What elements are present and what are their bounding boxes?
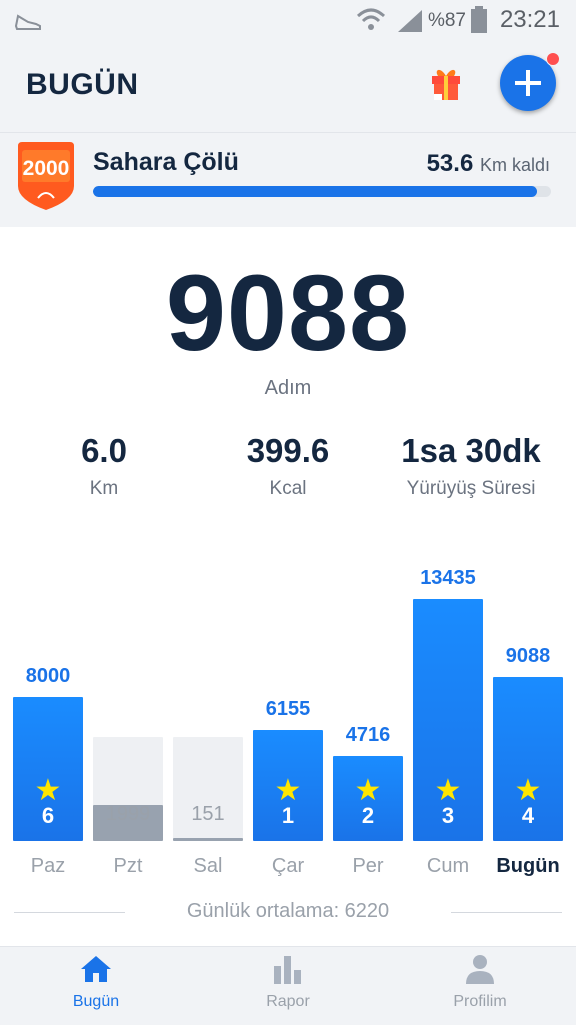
bar-value-5: 13435 (420, 567, 476, 589)
bar-value-3: 6155 (265, 698, 311, 721)
person-icon (466, 955, 494, 984)
page-title: BUGÜN (26, 68, 139, 101)
bar-value-4: 4716 (345, 724, 391, 747)
star-count-3: 1 (281, 803, 295, 828)
nav-report-label: Rapor (266, 993, 310, 1010)
star-icon: ★ (274, 774, 302, 807)
bar-chart-icon (274, 956, 301, 984)
wifi-icon (356, 8, 386, 30)
bar-1 (93, 804, 163, 841)
steps-count: 9088 (165, 252, 411, 373)
star-count-4: 2 (361, 803, 375, 828)
day-label-1: Pzt (113, 855, 143, 877)
bar-6 (493, 677, 563, 841)
app-header (0, 40, 576, 132)
day-label-0: Paz (30, 855, 66, 877)
daily-average: Günlük ortalama: 6220 (186, 900, 390, 922)
gift-icon[interactable] (426, 64, 466, 104)
challenge-card[interactable] (0, 132, 576, 227)
calories-label: Kcal (269, 478, 307, 499)
star-icon: ★ (434, 774, 462, 807)
star-icon: ★ (514, 774, 542, 807)
home-icon (81, 956, 111, 982)
challenge-remaining: 53.6 Km kaldı (427, 150, 550, 178)
nav-profile-label: Profilim (453, 993, 507, 1010)
nav-report[interactable]: Rapor (192, 954, 384, 1020)
average-line-right (451, 912, 562, 913)
distance-label: Km (89, 478, 119, 499)
bar-3 (253, 730, 323, 841)
plus-icon (515, 70, 541, 96)
day-label-2: Sal (193, 855, 223, 877)
bar-5 (413, 599, 483, 841)
challenge-badge: 2000 (18, 142, 74, 210)
add-button[interactable] (500, 55, 556, 111)
badge-text: 2000 (23, 157, 70, 180)
star-icon: ★ (34, 774, 62, 807)
star-icon: ★ (354, 774, 382, 807)
shoe-icon (14, 14, 41, 30)
bar-2 (173, 838, 243, 841)
remaining-unit: Km kaldı (479, 155, 550, 175)
bar-background-2 (173, 737, 243, 841)
nav-today-label: Bugün (72, 993, 120, 1010)
day-label-4: Per (352, 855, 384, 877)
bar-0 (13, 696, 83, 841)
signal-icon (398, 10, 422, 32)
walk-time-label: Yürüyüş Süresi (406, 478, 536, 499)
bar-value-2: 151 (191, 803, 225, 825)
bar-4 (333, 756, 403, 841)
average-line-left (14, 912, 125, 913)
star-count-6: 4 (521, 803, 535, 828)
challenge-progress-fill (93, 186, 538, 197)
bar-value-1: 1999 (105, 803, 151, 825)
calories-value: 399.6 (246, 432, 330, 469)
day-label-3: Çar (271, 855, 305, 877)
nav-today[interactable]: Bugün (0, 954, 192, 1020)
challenge-progress (93, 186, 551, 197)
clock: 23:21 (499, 6, 560, 33)
battery-percent: %87 (427, 10, 466, 31)
status-bar: %87 23:21 (0, 0, 576, 40)
star-count-5: 3 (441, 803, 455, 828)
nav-profile[interactable]: Profilim (384, 954, 576, 1020)
battery-icon (471, 6, 487, 33)
distance-value: 6.0 (81, 432, 127, 469)
day-label-6: Bugün (496, 855, 560, 877)
challenge-name: Sahara Çölü (93, 148, 239, 176)
day-label-5: Cum (426, 855, 470, 877)
walk-time-value: 1sa 30dk (401, 432, 541, 469)
remaining-value: 53.6 (426, 150, 474, 177)
bar-value-6: 9088 (505, 645, 551, 668)
steps-label: Adım (264, 377, 312, 399)
bar-value-0: 8000 (25, 664, 71, 687)
star-count-0: 6 (41, 803, 55, 828)
bar-background-1 (93, 737, 163, 841)
notification-dot (546, 52, 560, 66)
